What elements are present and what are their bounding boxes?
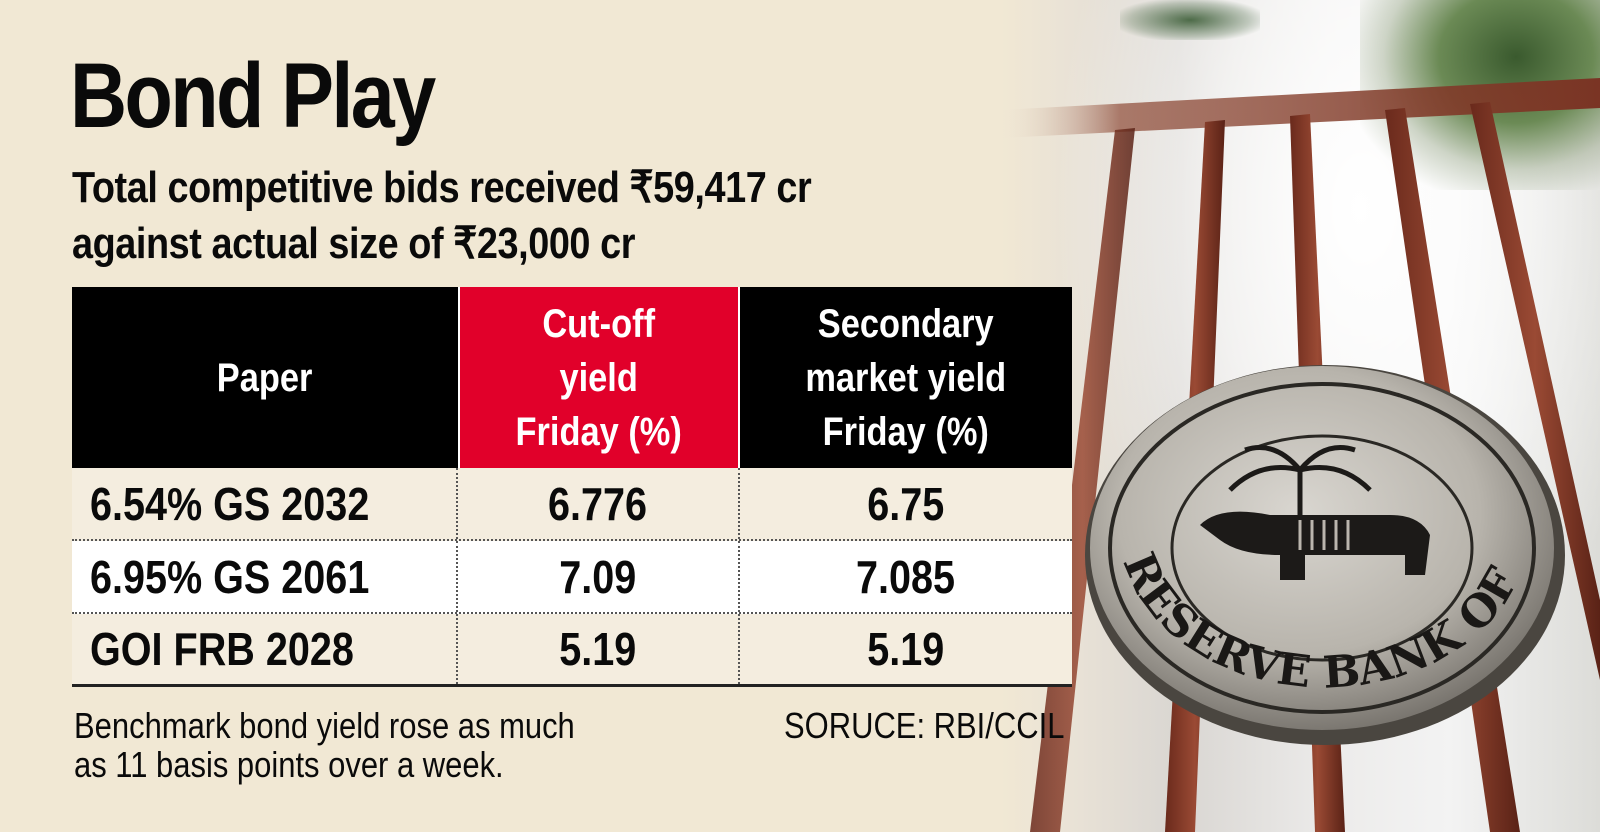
cell-secondary-yield: 7.085: [856, 550, 956, 603]
gate-top-bar: [1000, 78, 1600, 138]
cell-cutoff-yield: 6.776: [458, 468, 740, 539]
tiger-emblem: [1200, 511, 1430, 580]
column-header-cutoff-yield: Cut-off yield Friday (%): [458, 287, 740, 468]
footnote-line-2: as 11 basis points over a week.: [74, 744, 504, 785]
table-row: 6.54% GS 2032 6.776 6.75: [72, 468, 1072, 541]
cell-secondary-yield: 6.75: [867, 477, 945, 530]
table-header: Paper Cut-off yield Friday (%) Secondary…: [72, 287, 1072, 468]
bond-yield-table: Paper Cut-off yield Friday (%) Secondary…: [72, 287, 1072, 687]
tree-foliage-left: [1120, 0, 1260, 40]
page-title: Bond Play: [70, 45, 436, 147]
cell-cutoff-yield: 7.09: [458, 541, 740, 612]
gate-and-seal-illustration: RESERVE BANK OF INDIA: [1000, 0, 1600, 832]
subtitle-line-2: against actual size of ₹23,000 cr: [72, 219, 636, 268]
palm-tree-emblem: [1228, 445, 1372, 520]
footnote: Benchmark bond yield rose as much as 11 …: [74, 706, 575, 784]
cell-paper: 6.95% GS 2061: [72, 541, 458, 612]
source-credit: SORUCE: RBI/CCIL: [784, 705, 1065, 746]
rbi-gate-photo: RESERVE BANK OF INDIA: [1000, 0, 1600, 832]
table-row: GOI FRB 2028 5.19 5.19: [72, 614, 1072, 687]
column-header-secondary-yield: Secondary market yield Friday (%): [740, 287, 1072, 468]
cell-cutoff-yield: 5.19: [458, 614, 740, 684]
table-row: 6.95% GS 2061 7.09 7.085: [72, 541, 1072, 614]
column-header-paper: Paper: [72, 287, 458, 468]
subtitle-line-1: Total competitive bids received ₹59,417 …: [72, 163, 812, 212]
subtitle: Total competitive bids received ₹59,417 …: [72, 160, 812, 272]
cell-secondary-yield: 5.19: [867, 623, 945, 675]
footnote-line-1: Benchmark bond yield rose as much: [74, 705, 575, 746]
cell-paper: 6.54% GS 2032: [72, 468, 458, 539]
cell-paper: GOI FRB 2028: [72, 614, 458, 684]
